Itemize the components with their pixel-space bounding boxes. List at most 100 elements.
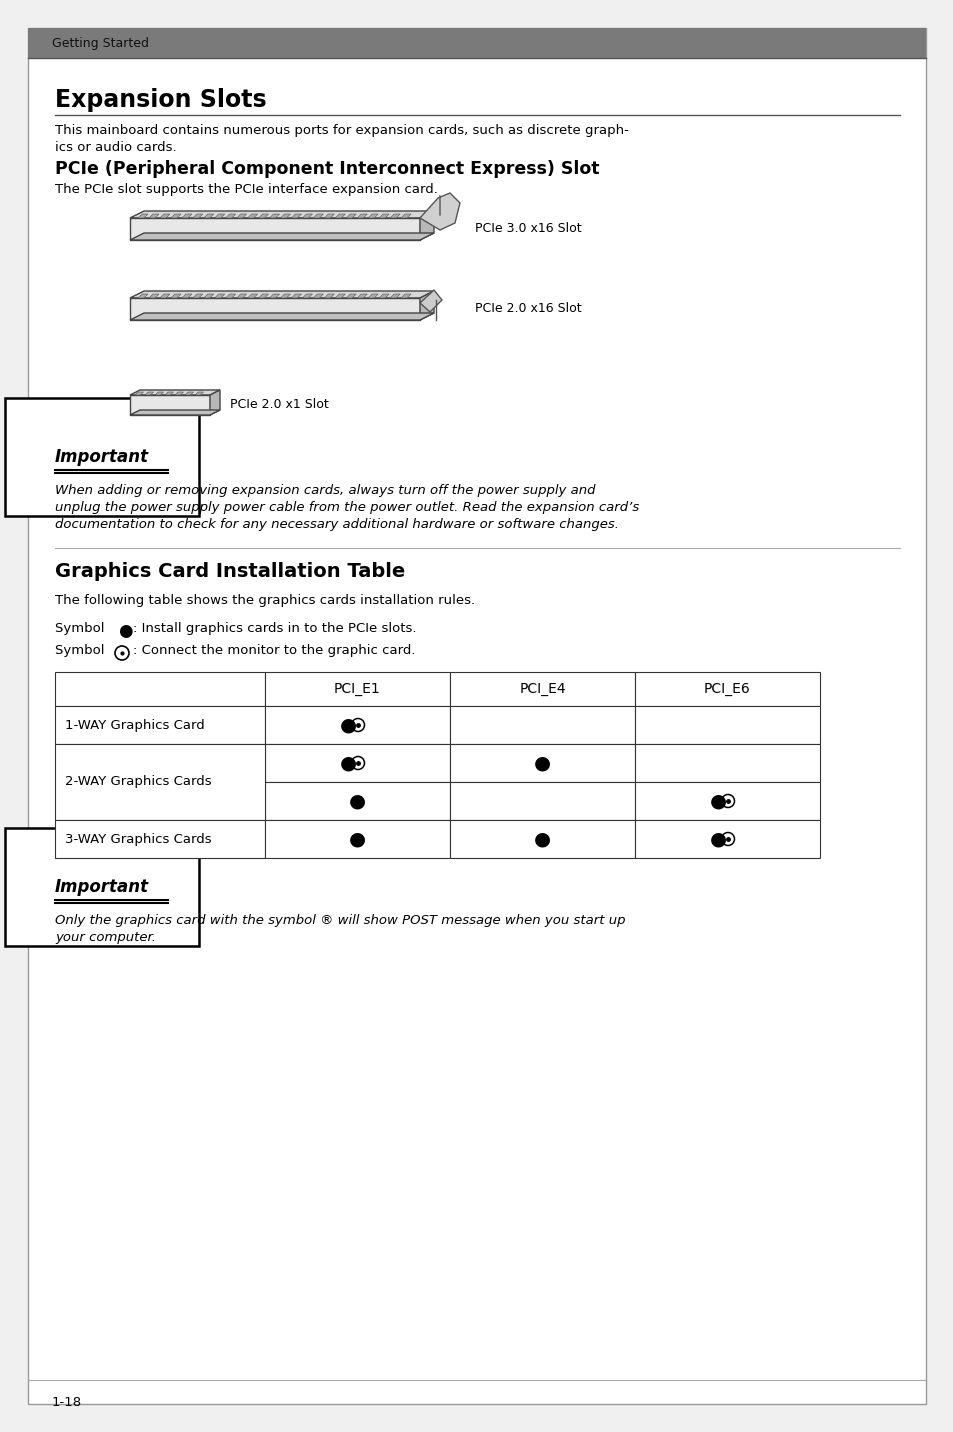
Polygon shape: [210, 390, 220, 415]
Text: documentation to check for any necessary additional hardware or software changes: documentation to check for any necessary…: [55, 518, 618, 531]
Polygon shape: [182, 213, 192, 218]
Polygon shape: [165, 392, 173, 395]
Text: ●: ●: [533, 753, 550, 772]
Text: Expansion Slots: Expansion Slots: [55, 87, 266, 112]
Text: ics or audio cards.: ics or audio cards.: [55, 140, 176, 155]
Text: This mainboard contains numerous ports for expansion cards, such as discrete gra: This mainboard contains numerous ports f…: [55, 125, 628, 137]
Text: PCIe 2.0 x1 Slot: PCIe 2.0 x1 Slot: [230, 398, 329, 411]
Bar: [265, 821, 450, 858]
Polygon shape: [236, 294, 247, 298]
Polygon shape: [214, 213, 225, 218]
Polygon shape: [130, 314, 434, 319]
Polygon shape: [324, 294, 334, 298]
Polygon shape: [130, 233, 434, 241]
Text: PCIe 3.0 x16 Slot: PCIe 3.0 x16 Slot: [475, 222, 581, 235]
Polygon shape: [335, 294, 345, 298]
Text: ●: ●: [348, 792, 365, 811]
Polygon shape: [149, 213, 159, 218]
Text: 2-WAY Graphics Cards: 2-WAY Graphics Cards: [65, 776, 212, 789]
Text: ●: ●: [348, 829, 365, 849]
Polygon shape: [258, 294, 269, 298]
Polygon shape: [313, 294, 323, 298]
Text: PCI_E1: PCI_E1: [334, 682, 380, 696]
Polygon shape: [378, 294, 389, 298]
Text: ●: ●: [339, 753, 356, 772]
Polygon shape: [204, 213, 213, 218]
Bar: [635, 821, 820, 858]
Polygon shape: [185, 392, 193, 395]
Polygon shape: [356, 294, 367, 298]
Bar: [265, 706, 450, 745]
Polygon shape: [368, 294, 377, 298]
Bar: [265, 672, 450, 706]
Polygon shape: [335, 213, 345, 218]
Bar: [265, 782, 450, 821]
Text: Only the graphics card with the symbol ® will show POST message when you start u: Only the graphics card with the symbol ®…: [55, 914, 625, 927]
Bar: [55, 745, 265, 821]
Polygon shape: [174, 392, 183, 395]
Text: : Connect the monitor to the graphic card.: : Connect the monitor to the graphic car…: [132, 644, 416, 657]
Text: The following table shows the graphics cards installation rules.: The following table shows the graphics c…: [55, 594, 475, 607]
Text: : Install graphics cards in to the PCIe slots.: : Install graphics cards in to the PCIe …: [132, 621, 416, 634]
Polygon shape: [313, 213, 323, 218]
Text: Symbol: Symbol: [55, 644, 109, 657]
Text: Getting Started: Getting Started: [52, 37, 149, 50]
Polygon shape: [419, 193, 459, 231]
Polygon shape: [171, 213, 181, 218]
Bar: [55, 672, 265, 706]
Text: Important: Important: [55, 878, 149, 896]
Polygon shape: [193, 213, 203, 218]
Text: ●: ●: [339, 716, 356, 735]
Polygon shape: [130, 298, 419, 319]
Text: Graphics Card Installation Table: Graphics Card Installation Table: [55, 561, 405, 581]
Polygon shape: [419, 211, 434, 241]
Text: ●: ●: [118, 621, 132, 640]
Polygon shape: [130, 410, 220, 415]
Polygon shape: [270, 213, 279, 218]
Polygon shape: [346, 213, 355, 218]
Polygon shape: [368, 213, 377, 218]
Polygon shape: [356, 213, 367, 218]
Polygon shape: [214, 294, 225, 298]
Bar: [55, 706, 265, 745]
Polygon shape: [193, 294, 203, 298]
Polygon shape: [291, 294, 301, 298]
Polygon shape: [130, 395, 210, 415]
Text: 1-18: 1-18: [52, 1396, 82, 1409]
Text: The PCIe slot supports the PCIe interface expansion card.: The PCIe slot supports the PCIe interfac…: [55, 183, 437, 196]
Polygon shape: [400, 294, 411, 298]
Bar: [450, 782, 635, 821]
Polygon shape: [182, 294, 192, 298]
Polygon shape: [419, 291, 441, 312]
Polygon shape: [378, 213, 389, 218]
Bar: [450, 745, 635, 782]
Polygon shape: [258, 213, 269, 218]
Text: ●: ●: [709, 792, 726, 811]
Polygon shape: [130, 218, 419, 241]
Polygon shape: [390, 294, 399, 298]
Polygon shape: [280, 294, 291, 298]
Polygon shape: [160, 213, 170, 218]
Polygon shape: [130, 390, 220, 395]
Polygon shape: [324, 213, 334, 218]
Bar: [450, 672, 635, 706]
Polygon shape: [160, 294, 170, 298]
Polygon shape: [291, 213, 301, 218]
Polygon shape: [248, 294, 257, 298]
Polygon shape: [302, 213, 312, 218]
Polygon shape: [149, 294, 159, 298]
Polygon shape: [135, 392, 143, 395]
Text: Symbol: Symbol: [55, 621, 109, 634]
Bar: [635, 706, 820, 745]
Polygon shape: [138, 213, 148, 218]
Bar: [635, 745, 820, 782]
Text: PCIe (Peripheral Component Interconnect Express) Slot: PCIe (Peripheral Component Interconnect …: [55, 160, 598, 178]
Polygon shape: [130, 291, 434, 298]
Polygon shape: [130, 211, 434, 218]
Bar: [450, 706, 635, 745]
Text: PCI_E6: PCI_E6: [703, 682, 750, 696]
Polygon shape: [138, 294, 148, 298]
Bar: [28, 29, 925, 59]
Polygon shape: [204, 294, 213, 298]
Text: PCI_E4: PCI_E4: [518, 682, 565, 696]
